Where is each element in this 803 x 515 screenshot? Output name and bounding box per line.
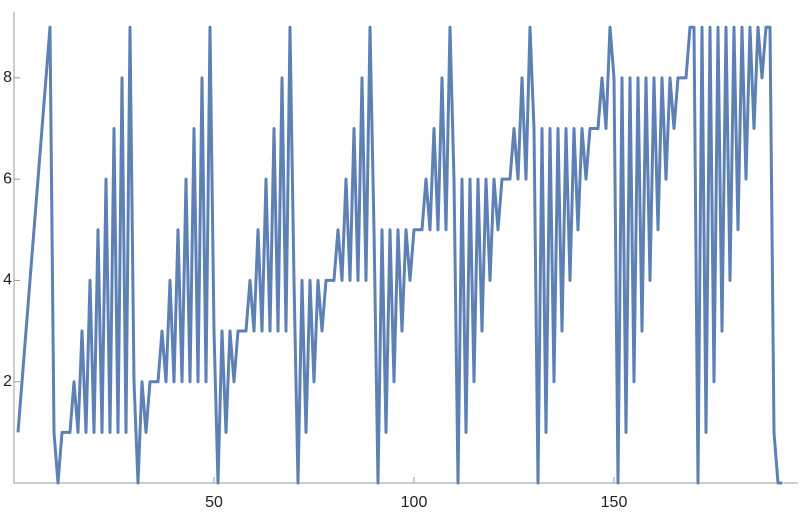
y-tick-label: 4 [3, 272, 12, 289]
x-tick-label: 50 [205, 494, 223, 511]
x-tick-label: 100 [401, 494, 428, 511]
y-tick-label: 2 [3, 373, 12, 390]
data-line [16, 25, 782, 485]
y-tick-label: 8 [3, 69, 12, 86]
y-tick-label: 6 [3, 170, 12, 187]
x-tick-label: 150 [601, 494, 628, 511]
